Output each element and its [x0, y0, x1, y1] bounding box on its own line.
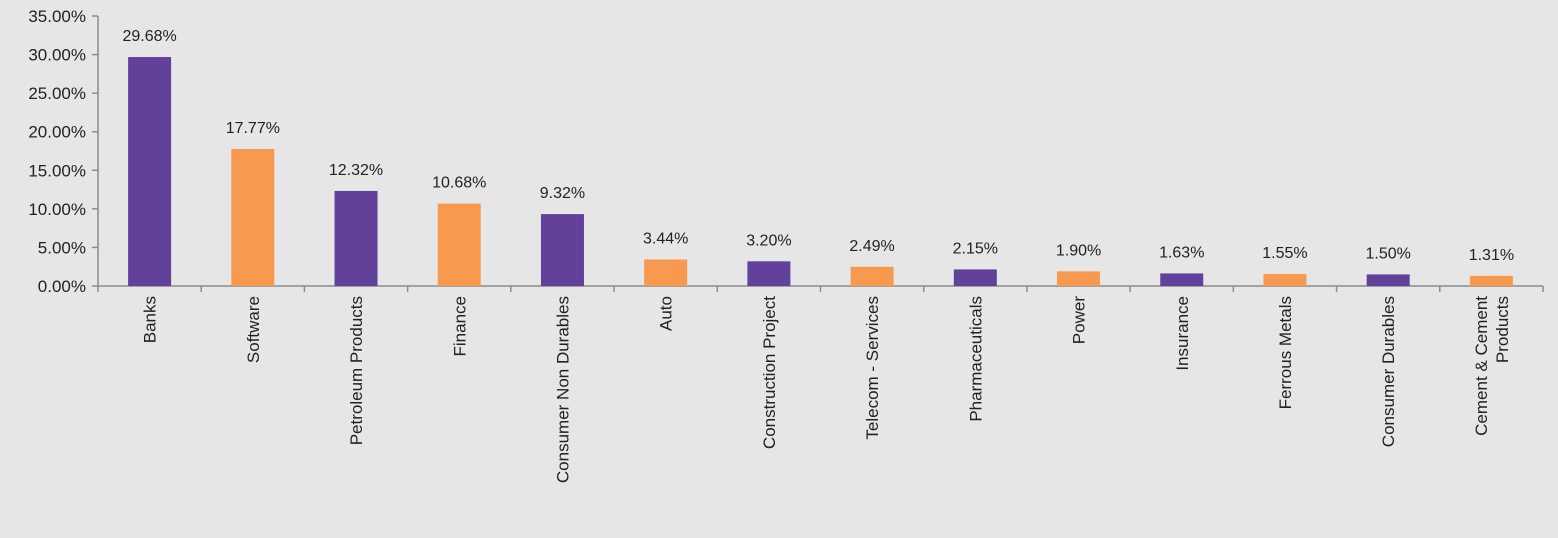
y-tick-label: 15.00%	[28, 161, 86, 180]
data-label: 1.55%	[1262, 245, 1307, 262]
x-axis	[97, 285, 1544, 292]
data-labels: 29.68% 17.77% 12.32% 10.68% 9.32% 3.44% 3.20% 2…	[122, 28, 1514, 264]
category-label: Power	[1070, 296, 1089, 345]
category-label-line: Cement & Cement	[1472, 296, 1491, 436]
category-label: Banks	[141, 296, 160, 343]
bar	[1366, 274, 1410, 286]
data-label: 3.44%	[643, 230, 688, 247]
category-label-line: Ferrous Metals	[1276, 296, 1295, 409]
data-label: 1.90%	[1056, 242, 1101, 259]
bar	[437, 203, 481, 286]
bars	[128, 57, 1513, 286]
category-label-line: Auto	[657, 296, 676, 331]
bar	[540, 214, 584, 286]
bar	[231, 148, 275, 286]
y-tick-label: 20.00%	[28, 123, 86, 142]
bar	[747, 261, 791, 286]
data-label: 12.32%	[329, 162, 383, 179]
category-label: Consumer Durables	[1379, 296, 1398, 447]
bar	[850, 266, 894, 286]
data-label: 17.77%	[226, 120, 280, 137]
category-label-line: Telecom - Services	[863, 296, 882, 440]
data-label: 2.49%	[849, 238, 894, 255]
data-label: 9.32%	[540, 185, 585, 202]
category-label-line: Construction Project	[760, 296, 779, 449]
category-label-line: Petroleum Products	[347, 296, 366, 445]
bar	[334, 190, 378, 286]
bar	[953, 269, 997, 286]
category-label: Cement & Cement Products	[1472, 296, 1512, 436]
data-label: 10.68%	[432, 175, 486, 192]
bar	[1263, 274, 1307, 286]
bar	[644, 259, 688, 286]
y-tick-label: 0.00%	[38, 277, 86, 296]
bar	[1057, 271, 1101, 286]
y-axis: 0.00% 5.00% 10.00% 15.00% 20.00% 25.00% 30.00%…	[28, 7, 99, 296]
category-label: Consumer Non Durables	[553, 296, 572, 483]
category-label-line: Pharmaceuticals	[966, 296, 985, 422]
y-tick-label: 30.00%	[28, 46, 86, 65]
category-label-line: Consumer Durables	[1379, 296, 1398, 447]
category-label: Telecom - Services	[863, 296, 882, 440]
data-label: 1.63%	[1159, 244, 1204, 261]
category-label-line: Consumer Non Durables	[553, 296, 572, 483]
y-tick-label: 25.00%	[28, 84, 86, 103]
category-label-line: Insurance	[1173, 296, 1192, 371]
category-label: Pharmaceuticals	[966, 296, 985, 422]
data-label: 1.50%	[1365, 245, 1410, 262]
category-label: Construction Project	[760, 296, 779, 449]
bar	[1160, 273, 1204, 286]
y-tick-label: 10.00%	[28, 200, 86, 219]
category-label: Ferrous Metals	[1276, 296, 1295, 409]
data-label: 3.20%	[746, 232, 791, 249]
category-label-line: Finance	[450, 296, 469, 356]
category-label-line: Banks	[141, 296, 160, 343]
category-label-line: Software	[244, 296, 263, 363]
category-label: Insurance	[1173, 296, 1192, 371]
category-label: Software	[244, 296, 263, 363]
data-label: 2.15%	[953, 240, 998, 257]
data-label: 1.31%	[1469, 247, 1514, 264]
category-label-line: Power	[1070, 296, 1089, 345]
category-label: Finance	[450, 296, 469, 356]
bar	[128, 57, 172, 286]
y-tick-label: 35.00%	[28, 7, 86, 26]
category-label: Petroleum Products	[347, 296, 366, 445]
category-label-line: Products	[1493, 296, 1512, 363]
category-label: Auto	[657, 296, 676, 331]
data-label: 29.68%	[122, 28, 176, 45]
y-tick-label: 5.00%	[38, 238, 86, 257]
category-labels: Banks Software Petroleum Products Finance Co…	[141, 296, 1512, 483]
bar	[1469, 275, 1513, 286]
